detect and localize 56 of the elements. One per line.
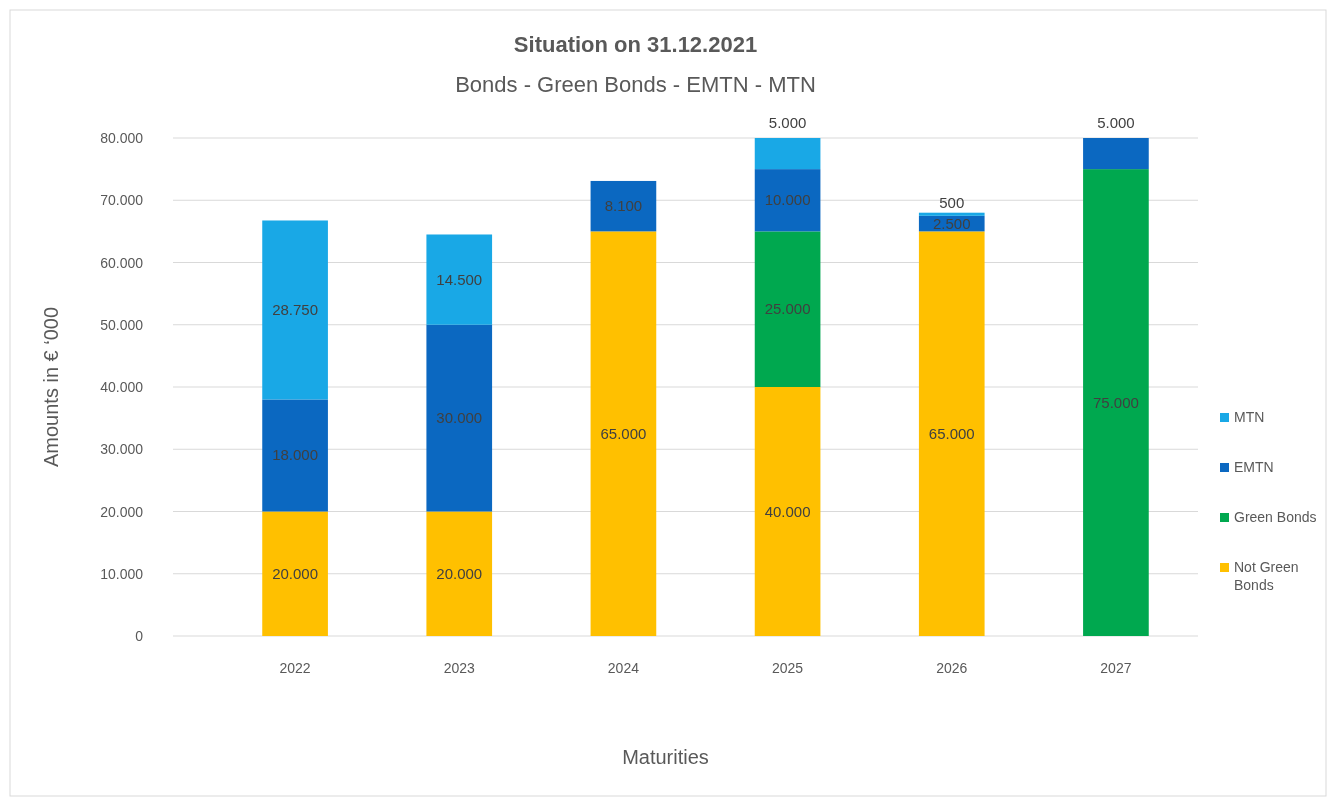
data-label: 30.000 xyxy=(436,409,483,427)
data-label: 5.000 xyxy=(768,114,807,131)
y-tick-label: 30.000 xyxy=(100,441,144,458)
bar xyxy=(262,220,328,400)
legend-label: Not Green Bonds xyxy=(1234,559,1299,593)
y-tick-label: 70.000 xyxy=(100,192,144,209)
bar xyxy=(590,231,657,636)
data-label: 20.000 xyxy=(272,564,319,582)
x-tick-label: 2024 xyxy=(607,660,640,676)
legend-label: MTN xyxy=(1234,409,1265,425)
data-label: 65.000 xyxy=(600,424,647,442)
bar xyxy=(262,511,328,636)
legend-label: Green Bonds xyxy=(1234,509,1317,525)
data-label: 14.500 xyxy=(436,270,483,288)
bar xyxy=(1083,169,1149,636)
data-label: 40.000 xyxy=(764,502,811,520)
x-tick-label: 2022 xyxy=(279,660,311,676)
legend-label: EMTN xyxy=(1234,459,1274,475)
data-label: 25.000 xyxy=(764,300,811,318)
data-label: 20.000 xyxy=(436,564,483,582)
y-tick-label: 10.000 xyxy=(100,565,144,582)
data-label: 18.000 xyxy=(272,446,319,464)
data-label: 5.000 xyxy=(1097,114,1135,131)
bar xyxy=(590,180,657,232)
y-tick-label: 20.000 xyxy=(100,503,144,520)
bar xyxy=(754,231,821,387)
x-axis-title: Maturities xyxy=(622,746,709,768)
y-tick-label: 0 xyxy=(135,628,144,644)
bar xyxy=(754,387,821,636)
data-label: 500 xyxy=(939,193,965,211)
x-tick-label: 2023 xyxy=(443,660,476,676)
bar xyxy=(1083,138,1149,170)
y-axis-title: Amounts in € ‘000 xyxy=(40,306,62,468)
bar xyxy=(262,399,328,512)
bar xyxy=(754,169,821,232)
data-label: 2.500 xyxy=(932,214,971,232)
y-tick-label: 60.000 xyxy=(100,254,144,271)
y-tick-label: 50.000 xyxy=(100,316,144,333)
y-tick-label: 40.000 xyxy=(100,379,144,395)
x-tick-label: 2026 xyxy=(936,660,968,676)
bar xyxy=(426,511,493,636)
bar xyxy=(426,324,493,512)
data-label: 65.000 xyxy=(928,424,975,442)
chart-title: Situation on 31.12.2021 xyxy=(513,32,758,57)
bar xyxy=(426,234,493,325)
data-label: 75.000 xyxy=(1092,393,1139,411)
bar xyxy=(918,231,985,636)
x-tick-label: 2027 xyxy=(1100,660,1132,676)
bar xyxy=(754,138,821,170)
data-label: 8.100 xyxy=(604,197,643,215)
data-label: 10.000 xyxy=(764,191,811,209)
bar xyxy=(918,212,985,216)
data-label: 28.750 xyxy=(272,300,319,318)
x-tick-label: 2025 xyxy=(772,660,804,676)
y-tick-label: 80.000 xyxy=(100,130,144,146)
chart-subtitle: Bonds - Green Bonds - EMTN - MTN xyxy=(455,72,816,97)
